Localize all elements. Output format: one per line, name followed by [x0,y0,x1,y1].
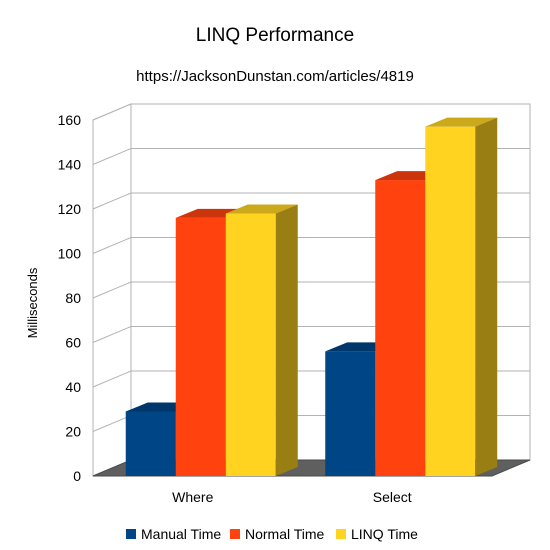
y-tick-label: 160 [58,112,82,128]
bar [225,204,298,476]
y-tick-label: 20 [65,424,81,440]
legend-label: LINQ Time [351,526,418,542]
y-tick-labels: 0 20 40 60 80 100 120 140 160 [58,112,82,484]
y-tick-label: 40 [65,379,81,395]
legend: Manual Time Normal Time LINQ Time [126,526,418,542]
y-tick-label: 140 [58,157,82,173]
y-tick-label: 60 [65,335,81,351]
legend-swatch [126,529,136,539]
legend-item: Manual Time [126,526,221,542]
y-tick-label: 0 [73,468,81,484]
chart-title: LINQ Performance [196,25,354,46]
bars-layer [125,117,498,477]
legend-item: Normal Time [230,526,325,542]
category-label: Where [172,489,213,505]
y-tick-label: 100 [58,246,82,262]
legend-label: Normal Time [245,526,325,542]
legend-label: Manual Time [141,526,221,542]
gridline [92,103,530,121]
chart-subtitle: https://JacksonDunstan.com/articles/4819 [136,68,414,85]
y-tick-label: 80 [65,290,81,306]
legend-item: LINQ Time [336,526,418,542]
category-label: Select [373,489,412,505]
legend-swatch [230,529,240,539]
y-tick-label: 120 [58,201,82,217]
y-axis-title: Milliseconds [25,267,40,338]
category-labels: Where Select [172,489,412,505]
legend-swatch [336,529,346,539]
gridline [92,148,530,165]
bar [425,117,498,477]
